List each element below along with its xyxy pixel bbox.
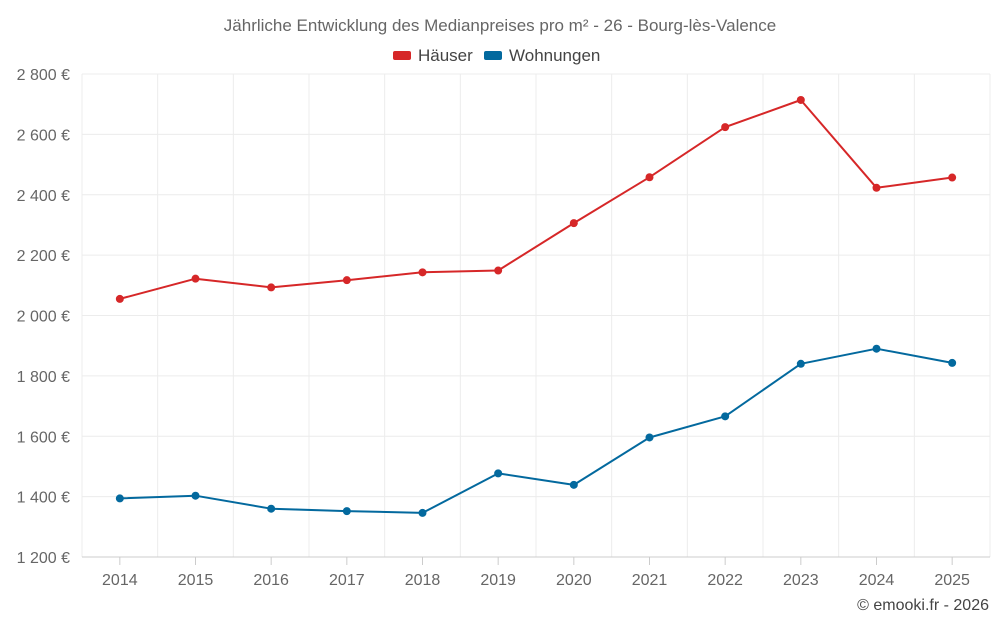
axes: 1 200 € 1 400 € 1 600 € 1 800 € 2 000 € 2 200…: [17, 67, 990, 589]
data-point-haeuser[interactable]: [115, 294, 124, 303]
data-point-wohnungen[interactable]: [267, 504, 276, 513]
data-point-wohnungen[interactable]: [569, 480, 578, 489]
data-point-wohnungen[interactable]: [721, 412, 730, 421]
data-point-wohnungen[interactable]: [796, 359, 805, 368]
x-tick-label: 2016: [253, 572, 289, 589]
x-tick-label: 2014: [102, 572, 138, 589]
legend-swatch-wohnungen: [484, 51, 502, 60]
x-tick-label: 2019: [480, 572, 516, 589]
legend-item-haeuser[interactable]: Häuser: [393, 46, 473, 65]
data-point-wohnungen[interactable]: [948, 358, 957, 367]
x-tick-label: 2018: [405, 572, 441, 589]
x-tick-label: 2024: [859, 572, 895, 589]
data-point-haeuser[interactable]: [267, 283, 276, 292]
legend-label-haeuser: Häuser: [418, 46, 473, 65]
data-point-haeuser[interactable]: [645, 173, 654, 182]
data-point-haeuser[interactable]: [872, 183, 881, 192]
x-tick-label: 2022: [707, 572, 743, 589]
legend: Häuser Wohnungen: [393, 46, 600, 65]
y-tick-label: 2 000 €: [17, 309, 70, 326]
data-point-wohnungen[interactable]: [418, 508, 427, 517]
data-point-wohnungen[interactable]: [872, 344, 881, 353]
data-point-haeuser[interactable]: [191, 274, 200, 283]
y-tick-label: 2 800 €: [17, 67, 70, 84]
data-point-haeuser[interactable]: [418, 268, 427, 277]
x-tick-label: 2023: [783, 572, 819, 589]
x-tick-label: 2025: [934, 572, 970, 589]
chart-title: Jährliche Entwicklung des Medianpreises …: [224, 16, 776, 35]
x-tick-label: 2015: [178, 572, 214, 589]
series-line-haeuser: [119, 99, 953, 300]
data-point-haeuser[interactable]: [494, 266, 503, 275]
data-point-haeuser[interactable]: [721, 123, 730, 132]
series-haeuser: [115, 95, 957, 303]
y-tick-label: 1 200 €: [17, 550, 70, 567]
data-point-haeuser[interactable]: [796, 95, 805, 104]
data-point-haeuser[interactable]: [342, 276, 351, 285]
data-point-wohnungen[interactable]: [115, 494, 124, 503]
x-tick-label: 2017: [329, 572, 365, 589]
data-point-wohnungen[interactable]: [191, 491, 200, 500]
data-point-wohnungen[interactable]: [342, 507, 351, 516]
y-tick-label: 2 200 €: [17, 248, 70, 265]
x-tick-label: 2020: [556, 572, 592, 589]
y-tick-label: 1 600 €: [17, 429, 70, 446]
y-tick-label: 1 800 €: [17, 369, 70, 386]
data-point-wohnungen[interactable]: [494, 469, 503, 478]
series-wohnungen: [115, 344, 957, 517]
y-tick-label: 1 400 €: [17, 490, 70, 507]
series-layer: [115, 95, 957, 517]
data-point-haeuser[interactable]: [569, 219, 578, 228]
data-point-haeuser[interactable]: [948, 173, 957, 182]
y-tick-label: 2 400 €: [17, 188, 70, 205]
legend-item-wohnungen[interactable]: Wohnungen: [484, 46, 600, 65]
grid: [81, 73, 991, 557]
x-tick-label: 2021: [632, 572, 668, 589]
legend-swatch-haeuser: [393, 51, 411, 60]
data-point-wohnungen[interactable]: [645, 433, 654, 442]
legend-label-wohnungen: Wohnungen: [509, 46, 600, 65]
series-line-wohnungen: [119, 347, 953, 514]
credit-text: © emooki.fr - 2026: [857, 597, 989, 614]
y-tick-label: 2 600 €: [17, 127, 70, 144]
